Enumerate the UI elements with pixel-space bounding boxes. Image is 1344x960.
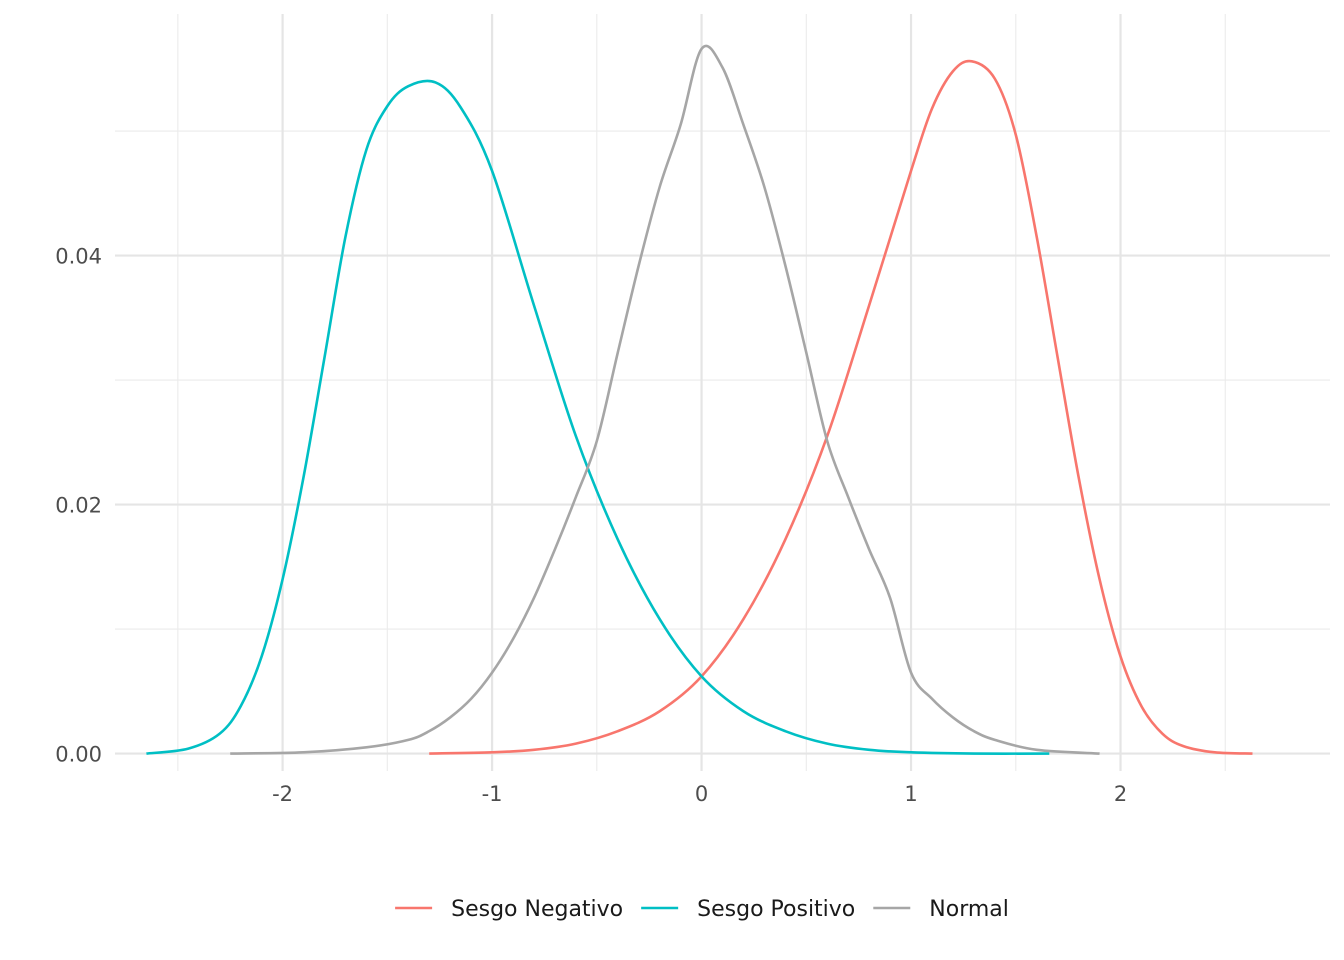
y-axis-tick-labels: 0.00 0.02 0.04	[55, 245, 102, 767]
y-tick-label: 0.00	[55, 743, 102, 767]
series-line-normal	[230, 44, 1100, 755]
y-tick-label: 0.04	[55, 245, 102, 269]
x-tick-label: -1	[482, 782, 503, 806]
grid-lines	[115, 14, 1330, 771]
legend-item-normal: Normal	[873, 897, 1009, 922]
legend-label: Normal	[929, 897, 1009, 922]
legend-item-sesgo-negativo: Sesgo Negativo	[395, 897, 623, 922]
x-tick-label: 2	[1114, 782, 1127, 806]
series-lines	[146, 44, 1253, 755]
y-tick-label: 0.02	[55, 494, 102, 518]
series-line-sesgo-positivo	[146, 79, 1050, 755]
x-tick-label: 1	[904, 782, 917, 806]
legend-item-sesgo-positivo: Sesgo Positivo	[641, 897, 855, 922]
x-tick-label: -2	[272, 782, 293, 806]
legend: Sesgo Negativo Sesgo Positivo Normal	[395, 897, 1009, 922]
x-tick-label: 0	[695, 782, 708, 806]
legend-label: Sesgo Negativo	[451, 897, 623, 922]
x-axis-tick-labels: -2 -1 0 1 2	[272, 782, 1127, 806]
legend-label: Sesgo Positivo	[697, 897, 855, 922]
series-line-sesgo-negativo	[429, 59, 1253, 755]
